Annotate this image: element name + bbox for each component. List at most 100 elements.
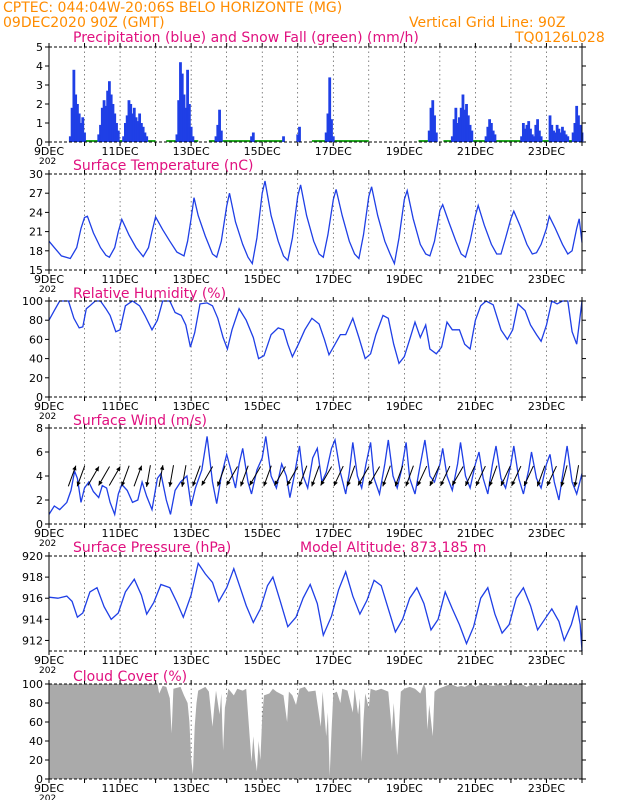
precip-bar: [577, 115, 580, 142]
precip-bar: [81, 117, 85, 142]
precip-bar: [486, 126, 490, 142]
precip-bar: [191, 136, 195, 142]
x-tick-label: 23DEC: [528, 145, 565, 158]
precip-bar: [552, 130, 555, 142]
precip-bar: [520, 136, 523, 142]
y-tick-label: 20: [29, 372, 43, 385]
x-tick-label: 11DEC: [102, 400, 139, 413]
precip-bar: [532, 136, 536, 142]
precip-bar: [465, 104, 468, 142]
x-year-fragment: 202: [39, 539, 56, 549]
x-tick-label: 23DEC: [528, 782, 565, 795]
x-tick-label: 21DEC: [457, 782, 494, 795]
precip-bar: [97, 134, 101, 142]
precip-bar: [72, 69, 76, 142]
wind-arrow-head: [476, 480, 480, 486]
precip-bar: [530, 134, 534, 142]
x-tick-label: 11DEC: [102, 654, 139, 667]
precip-bar: [454, 107, 458, 142]
x-tick-label: 23DEC: [528, 654, 565, 667]
y-tick-label: 4: [36, 60, 43, 73]
wind-arrow-head: [357, 480, 363, 486]
precip-bar: [113, 113, 117, 142]
precip-bar: [427, 130, 431, 142]
precip-bar: [125, 115, 129, 142]
precip-bar: [189, 126, 193, 142]
precip-bar: [109, 94, 113, 142]
precip-bar: [282, 136, 285, 142]
wind-arrow-head: [311, 481, 316, 487]
precip-bar: [100, 107, 104, 142]
x-year-fragment: 202: [39, 666, 56, 676]
precip-bar: [489, 123, 493, 142]
precip-bar: [251, 132, 255, 142]
wind-arrow-head: [500, 480, 505, 486]
y-tick-label: 60: [29, 716, 43, 729]
precip-bar: [328, 77, 332, 142]
wind-arrow-head: [76, 481, 81, 487]
x-tick-label: 21DEC: [457, 527, 494, 540]
precip-bar: [548, 115, 552, 142]
x-tick-label: 19DEC: [386, 654, 423, 667]
wind-arrow-head: [298, 481, 303, 487]
x-tick-label: 19DEC: [386, 782, 423, 795]
y-tick-label: 5: [36, 41, 43, 54]
precip-bar: [523, 128, 527, 142]
y-tick-label: 60: [29, 333, 43, 346]
y-tick-label: 40: [29, 353, 43, 366]
x-tick-label: 9DEC: [34, 782, 64, 795]
y-tick-label: 8: [36, 422, 43, 435]
x-tick-label: 13DEC: [173, 782, 210, 795]
precip-bar: [463, 109, 467, 142]
y-tick-label: 100: [22, 678, 43, 691]
wind-arrow-head: [429, 480, 434, 486]
precip-bar: [578, 124, 582, 142]
precip-bar: [331, 136, 335, 142]
wind-arrow-head: [217, 481, 222, 487]
precip-bar: [99, 124, 102, 142]
x-tick-label: 19DEC: [386, 527, 423, 540]
panel-title: Surface Temperature (nC): [73, 158, 254, 174]
precip-bar: [575, 105, 579, 142]
wind-arrow-head: [226, 480, 231, 486]
y-tick-label: 1: [36, 117, 43, 130]
y-tick-label: 0: [36, 391, 43, 404]
precip-bar: [326, 113, 330, 142]
x-tick-label: 15DEC: [244, 400, 281, 413]
x-tick-label: 9DEC: [34, 654, 64, 667]
precip-bar: [214, 136, 218, 142]
precip-bar: [102, 100, 106, 142]
wind-line: [48, 436, 583, 517]
wind-arrow-head: [180, 482, 186, 487]
precip-bar: [459, 107, 463, 142]
y-tick-label: 100: [22, 295, 43, 308]
precip-bar: [187, 104, 191, 142]
y-tick-label: 916: [22, 592, 43, 605]
precip-bar: [564, 134, 568, 142]
precip-bar: [429, 107, 433, 142]
header-location: CPTEC: 044:04W-20:06S BELO HORIZONTE (MG…: [3, 0, 343, 16]
wind-arrow-head: [192, 481, 197, 487]
wind-arrow-head: [249, 480, 254, 486]
x-tick-label: 15DEC: [244, 527, 281, 540]
precip-bar: [111, 104, 115, 142]
x-tick-label: 11DEC: [102, 527, 139, 540]
y-tick-label: 20: [29, 754, 43, 767]
precip-bar: [116, 130, 120, 142]
precip-bar: [216, 124, 220, 142]
precip-bar: [539, 136, 543, 142]
header-code: TQ0126L028: [515, 30, 605, 46]
x-tick-label: 21DEC: [457, 273, 494, 286]
precip-bar: [127, 100, 131, 142]
panel-title: Relative Humidity (%): [73, 286, 226, 302]
precip-bar: [566, 136, 570, 142]
wind-arrow-head: [98, 480, 103, 486]
x-tick-label: 13DEC: [173, 400, 210, 413]
wind-arrow-head: [201, 480, 206, 486]
precip-bar: [141, 126, 145, 142]
precip-bar: [525, 124, 529, 142]
y-tick-label: 920: [22, 550, 43, 563]
y-tick-label: 24: [29, 206, 43, 219]
precip-bar: [470, 130, 474, 142]
